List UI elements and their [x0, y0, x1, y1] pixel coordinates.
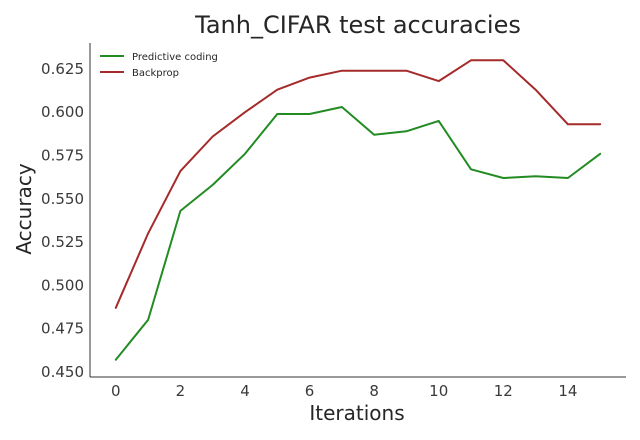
series-line-1 — [114, 106, 602, 361]
chart-title: Tanh_CIFAR test accuracies — [194, 11, 521, 39]
y-tick-label: 0.475 — [41, 320, 84, 338]
y-tick-label: 0.450 — [41, 363, 84, 381]
x-tick-label: 8 — [369, 382, 379, 400]
x-tick-label: 2 — [176, 382, 186, 400]
legend-label: Backprop — [132, 68, 179, 79]
series-group — [114, 59, 602, 361]
x-tick-label: 0 — [111, 382, 121, 400]
x-tick-label: 4 — [240, 382, 250, 400]
x-ticks: 0 2 4 6 8 10 12 14 — [111, 382, 577, 400]
y-tick-label: 0.550 — [41, 190, 84, 208]
series-line-2 — [114, 59, 602, 309]
x-axis-label: Iterations — [309, 401, 404, 425]
y-tick-label: 0.525 — [41, 233, 84, 251]
y-tick-label: 0.625 — [41, 60, 84, 78]
y-tick-label: 0.500 — [41, 276, 84, 294]
y-ticks: 0.450 0.475 0.500 0.525 0.550 0.575 0.600 0.625 — [41, 60, 84, 381]
x-tick-label: 12 — [494, 382, 513, 400]
legend-label: Predictive coding — [132, 52, 218, 63]
legend: Predictive coding Backprop — [100, 52, 218, 79]
y-axis-label: Accuracy — [12, 163, 36, 254]
x-tick-label: 6 — [305, 382, 315, 400]
y-tick-label: 0.575 — [41, 146, 84, 164]
y-tick-label: 0.600 — [41, 103, 84, 121]
x-tick-label: 14 — [558, 382, 577, 400]
x-tick-label: 10 — [429, 382, 448, 400]
